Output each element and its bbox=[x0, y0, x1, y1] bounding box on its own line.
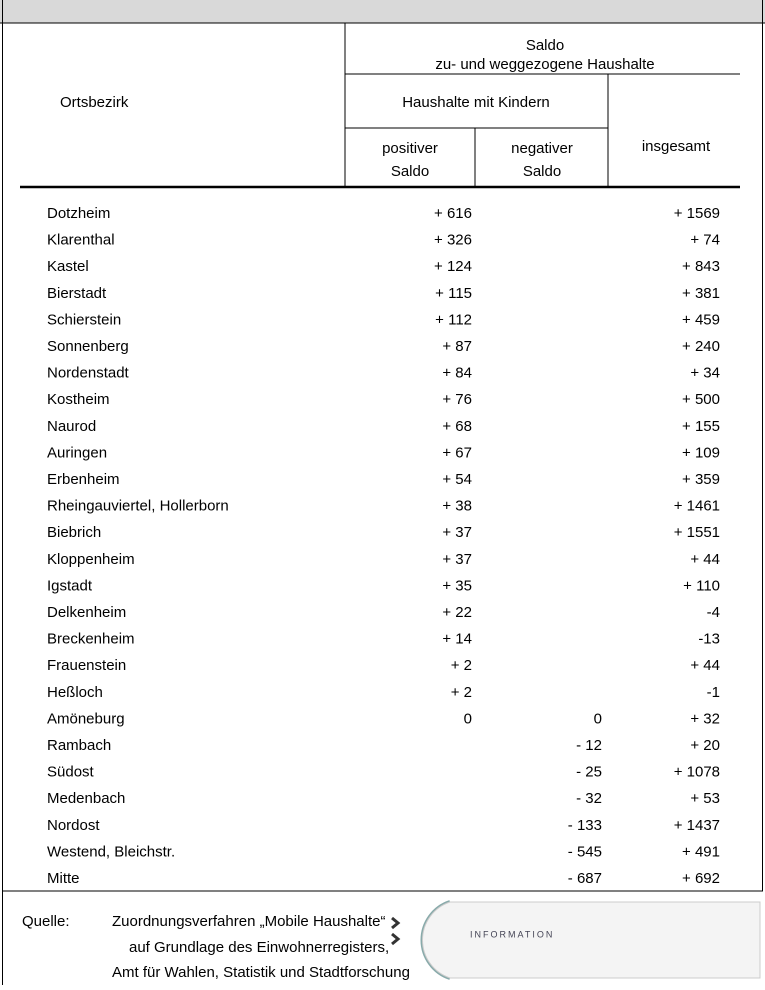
district-cell: Nordost bbox=[47, 817, 100, 834]
district-cell: Delkenheim bbox=[47, 604, 126, 621]
header: insgesamt bbox=[642, 138, 711, 155]
district-cell: Schierstein bbox=[47, 311, 121, 328]
total-cell: + 491 bbox=[682, 843, 720, 860]
positive-cell: + 54 bbox=[442, 471, 472, 488]
district-cell: Naurod bbox=[47, 418, 96, 435]
logo: INFORMATION bbox=[391, 900, 761, 980]
positive-cell: + 37 bbox=[442, 551, 472, 568]
district-cell: Heßloch bbox=[47, 684, 103, 701]
total-cell: + 155 bbox=[682, 418, 720, 435]
district-cell: Igstadt bbox=[47, 577, 93, 594]
negative-cell: - 12 bbox=[576, 737, 602, 754]
total-cell: + 74 bbox=[690, 232, 720, 249]
district-cell: Westend, Bleichstr. bbox=[47, 843, 175, 860]
header: positiver bbox=[382, 140, 438, 157]
district-cell: Südost bbox=[47, 764, 95, 781]
total-cell: + 109 bbox=[682, 444, 720, 461]
total-cell: + 1078 bbox=[674, 764, 720, 781]
district-cell: Amöneburg bbox=[47, 710, 125, 727]
district-cell: Nordenstadt bbox=[47, 365, 130, 382]
district-cell: Breckenheim bbox=[47, 631, 135, 648]
total-cell: + 53 bbox=[690, 790, 720, 807]
district-cell: Rheingauviertel, Hollerborn bbox=[47, 498, 229, 515]
source-line: Amt für Wahlen, Statistik und Stadtforsc… bbox=[112, 964, 410, 981]
negative-cell: - 687 bbox=[568, 870, 602, 887]
total-cell: + 843 bbox=[682, 258, 720, 275]
positive-cell: + 87 bbox=[442, 338, 472, 355]
total-cell: + 359 bbox=[682, 471, 720, 488]
positive-cell: + 22 bbox=[442, 604, 472, 621]
total-cell: + 1569 bbox=[674, 205, 720, 222]
logo-text: INFORMATION bbox=[470, 929, 554, 939]
district-cell: Medenbach bbox=[47, 790, 125, 807]
positive-cell: + 68 bbox=[442, 418, 472, 435]
total-cell: + 110 bbox=[683, 577, 720, 594]
positive-cell: + 67 bbox=[442, 444, 472, 461]
header: Haushalte mit Kindern bbox=[402, 94, 550, 111]
district-cell: Rambach bbox=[47, 737, 111, 754]
positive-cell: 0 bbox=[464, 710, 472, 727]
district-cell: Auringen bbox=[47, 444, 107, 461]
negative-cell: 0 bbox=[594, 710, 602, 727]
positive-cell: + 2 bbox=[451, 684, 472, 701]
district-cell: Kloppenheim bbox=[47, 551, 135, 568]
positive-cell: + 37 bbox=[442, 524, 472, 541]
district-cell: Dotzheim bbox=[47, 205, 110, 222]
total-cell: + 44 bbox=[690, 657, 720, 674]
total-cell: + 20 bbox=[690, 737, 720, 754]
total-cell: + 44 bbox=[690, 551, 720, 568]
negative-cell: - 32 bbox=[576, 790, 602, 807]
total-cell: + 381 bbox=[682, 285, 720, 302]
total-cell: + 1461 bbox=[674, 498, 720, 515]
positive-cell: + 38 bbox=[442, 498, 472, 515]
total-cell: + 32 bbox=[690, 710, 720, 727]
total-cell: + 459 bbox=[682, 311, 720, 328]
source-label: Quelle: bbox=[22, 913, 70, 930]
district-cell: Sonnenberg bbox=[47, 338, 129, 355]
total-cell: + 240 bbox=[682, 338, 720, 355]
positive-cell: + 124 bbox=[434, 258, 472, 275]
total-cell: -13 bbox=[698, 631, 720, 648]
top-bar bbox=[0, 0, 765, 23]
header: Saldo bbox=[523, 163, 561, 180]
district-cell: Erbenheim bbox=[47, 471, 120, 488]
header: Saldo bbox=[391, 163, 429, 180]
district-cell: Biebrich bbox=[47, 524, 101, 541]
district-cell: Kostheim bbox=[47, 391, 110, 408]
total-cell: + 500 bbox=[682, 391, 720, 408]
positive-cell: + 14 bbox=[442, 631, 472, 648]
district-cell: Klarenthal bbox=[47, 232, 115, 249]
header: Saldo bbox=[526, 37, 564, 54]
positive-cell: + 76 bbox=[442, 391, 472, 408]
total-cell: + 692 bbox=[682, 870, 720, 887]
header: Ortsbezirk bbox=[60, 94, 129, 111]
total-cell: -1 bbox=[707, 684, 720, 701]
positive-cell: + 115 bbox=[435, 285, 472, 302]
total-cell: + 1551 bbox=[674, 524, 720, 541]
district-cell: Mitte bbox=[47, 870, 80, 887]
total-cell: -4 bbox=[707, 604, 720, 621]
positive-cell: + 2 bbox=[451, 657, 472, 674]
positive-cell: + 112 bbox=[435, 311, 472, 328]
positive-cell: + 84 bbox=[442, 365, 472, 382]
negative-cell: - 545 bbox=[568, 843, 602, 860]
negative-cell: - 25 bbox=[576, 764, 602, 781]
positive-cell: + 35 bbox=[442, 577, 472, 594]
header: negativer bbox=[511, 140, 573, 157]
positive-cell: + 326 bbox=[434, 232, 472, 249]
district-cell: Bierstadt bbox=[47, 285, 107, 302]
total-cell: + 1437 bbox=[674, 817, 720, 834]
district-cell: Frauenstein bbox=[47, 657, 126, 674]
total-cell: + 34 bbox=[690, 365, 720, 382]
source-line: auf Grundlage des Einwohnerregisters, bbox=[129, 939, 389, 956]
district-cell: Kastel bbox=[47, 258, 89, 275]
source-line: Zuordnungsverfahren „Mobile Haushalte“ bbox=[112, 913, 385, 930]
header: zu- und weggezogene Haushalte bbox=[435, 56, 654, 73]
negative-cell: - 133 bbox=[568, 817, 602, 834]
positive-cell: + 616 bbox=[434, 205, 472, 222]
